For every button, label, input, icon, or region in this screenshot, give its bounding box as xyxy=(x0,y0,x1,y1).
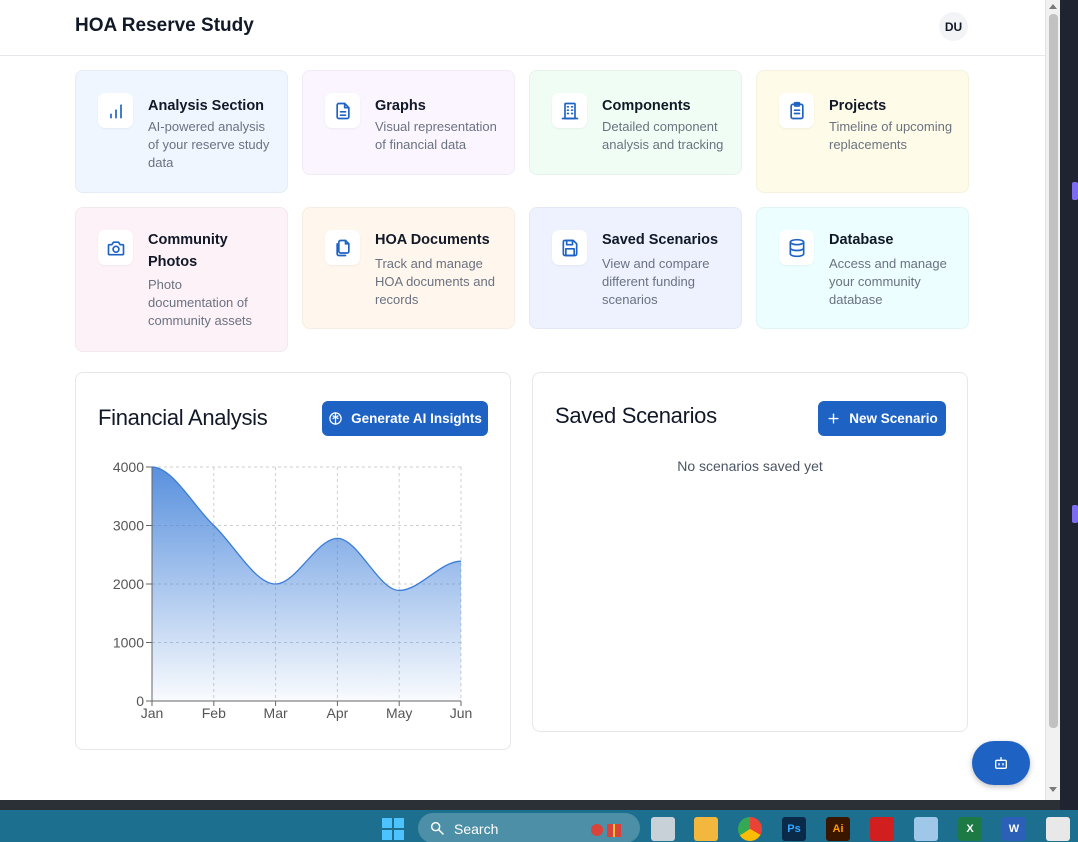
word-icon[interactable]: W xyxy=(1002,817,1026,841)
y-tick-label: 3000 xyxy=(113,518,144,534)
x-tick-label: Mar xyxy=(264,705,288,721)
camera-icon xyxy=(98,230,133,265)
series-line xyxy=(151,466,462,592)
y-tick-label: 1000 xyxy=(113,635,144,651)
control-panel-icon[interactable] xyxy=(914,817,938,841)
x-tick-label: Feb xyxy=(202,705,226,721)
files-icon xyxy=(325,230,360,265)
card-description: AI-powered analysis of your reserve stud… xyxy=(148,119,270,170)
card-description: Track and manage HOA documents and recor… xyxy=(375,256,495,307)
scroll-down-arrow[interactable] xyxy=(1049,787,1057,792)
database-icon xyxy=(779,230,814,265)
photoshop-icon[interactable]: Ps xyxy=(782,817,806,841)
card-title: Projects xyxy=(829,98,887,114)
app-viewport: HOA Reserve Study DU Analysis Section AI… xyxy=(0,0,1045,800)
x-tick-label: May xyxy=(386,705,412,721)
ai-assistant-button[interactable] xyxy=(972,741,1030,785)
taskbar-search[interactable]: Search xyxy=(418,813,640,842)
background-window-edge xyxy=(1060,0,1078,810)
financial-area-chart: 0 1000 2000 3000 4000 Jan Feb Mar Apr May Jun xyxy=(113,459,473,721)
card-title: Database xyxy=(829,232,894,248)
user-avatar[interactable]: DU xyxy=(939,12,968,41)
area-fill xyxy=(152,467,461,701)
app-header: HOA Reserve Study DU xyxy=(0,0,1045,56)
acrobat-icon[interactable] xyxy=(870,817,894,841)
scrollbar-thumb[interactable] xyxy=(1049,14,1058,728)
brain-icon xyxy=(329,412,342,425)
bot-icon xyxy=(995,757,1007,769)
app-title: HOA Reserve Study xyxy=(75,15,254,36)
card-saved-scenarios[interactable]: Saved Scenarios View and compare differe… xyxy=(529,207,742,329)
card-description: Access and manage your community databas… xyxy=(829,256,947,307)
bar-chart-icon xyxy=(98,93,133,128)
x-tick-label: Jan xyxy=(141,705,164,721)
card-title: Graphs xyxy=(375,98,426,114)
search-icon xyxy=(430,821,444,835)
save-icon xyxy=(552,230,587,265)
card-title: HOA Documents xyxy=(375,232,490,248)
card-database[interactable]: Database Access and manage your communit… xyxy=(756,207,969,329)
card-description: View and compare different funding scena… xyxy=(602,256,710,307)
card-graphs[interactable]: Graphs Visual representation of financia… xyxy=(302,70,515,175)
card-title: Saved Scenarios xyxy=(602,232,719,248)
illustrator-icon[interactable]: Ai xyxy=(826,817,850,841)
vertical-scrollbar[interactable] xyxy=(1045,0,1060,800)
saved-scenarios-title: Saved Scenarios xyxy=(555,403,717,428)
new-scenario-label: New Scenario xyxy=(849,411,938,426)
excel-icon[interactable]: X xyxy=(958,817,982,841)
card-description: Timeline of upcoming replacements xyxy=(829,119,953,152)
card-projects[interactable]: Projects Timeline of upcoming replacemen… xyxy=(756,70,969,193)
y-tick-label: 4000 xyxy=(113,459,144,475)
task-view-icon[interactable] xyxy=(651,817,675,841)
card-title: Community Photos xyxy=(148,232,228,270)
x-tick-label: Jun xyxy=(450,705,473,721)
document-icon xyxy=(325,93,360,128)
y-tick-label: 2000 xyxy=(113,576,144,592)
card-description: Visual representation of financial data xyxy=(375,119,497,152)
card-description: Detailed component analysis and tracking xyxy=(602,119,724,152)
y-tick-label: 0 xyxy=(136,693,144,709)
card-title: Components xyxy=(602,98,691,114)
plus-icon xyxy=(828,413,839,424)
empty-scenarios-message: No scenarios saved yet xyxy=(677,458,823,474)
clipboard-icon xyxy=(779,93,814,128)
scroll-up-arrow[interactable] xyxy=(1049,4,1057,9)
gift-icon xyxy=(591,824,621,837)
card-community-photos[interactable]: Community Photos Photo documentation of … xyxy=(75,207,288,352)
card-analysis-section[interactable]: Analysis Section AI-powered analysis of … xyxy=(75,70,288,193)
new-scenario-button[interactable]: New Scenario xyxy=(818,401,946,436)
generate-ai-insights-button[interactable]: Generate AI Insights xyxy=(322,401,488,436)
card-title: Analysis Section xyxy=(148,98,265,114)
search-label: Search xyxy=(454,821,499,837)
financial-analysis-title: Financial Analysis xyxy=(98,405,268,430)
card-components[interactable]: Components Detailed component analysis a… xyxy=(529,70,742,175)
x-tick-label: Apr xyxy=(327,705,349,721)
chrome-icon[interactable] xyxy=(738,817,762,841)
card-hoa-documents[interactable]: HOA Documents Track and manage HOA docum… xyxy=(302,207,515,329)
file-explorer-icon[interactable] xyxy=(694,817,718,841)
snipping-tool-icon[interactable] xyxy=(1046,817,1070,841)
os-taskbar: Search Ps Ai X W xyxy=(0,810,1078,842)
building-icon xyxy=(552,93,587,128)
saved-scenarios-panel: Saved Scenarios New Scenario No scenario… xyxy=(532,372,968,732)
generate-ai-insights-label: Generate AI Insights xyxy=(351,411,482,426)
card-description: Photo documentation of community assets xyxy=(148,277,253,328)
windows-start-icon[interactable] xyxy=(381,817,405,841)
